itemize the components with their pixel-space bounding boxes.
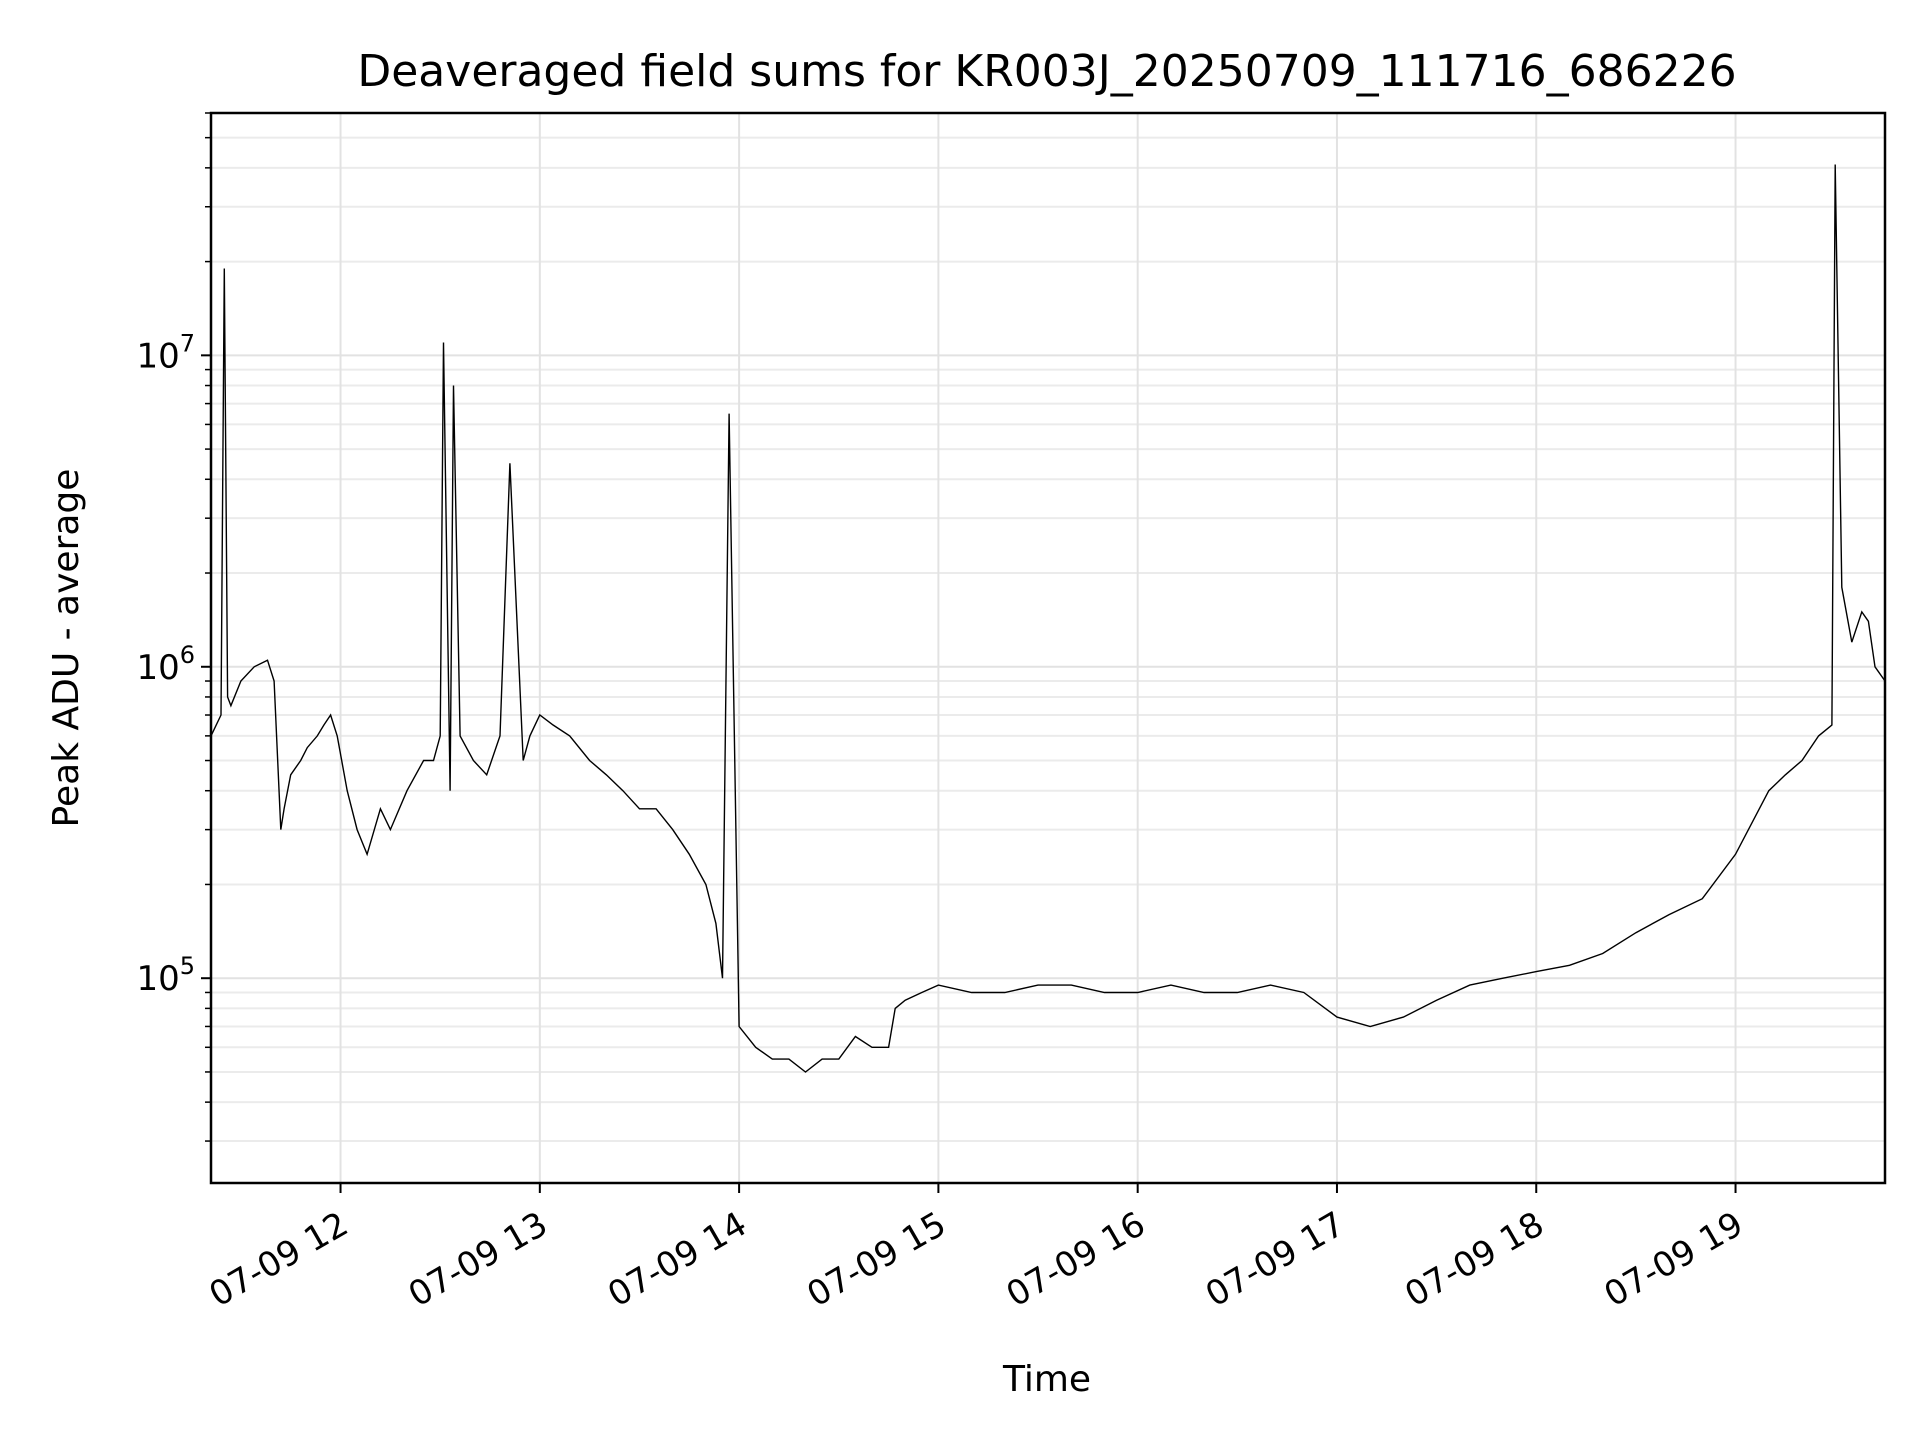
- y-tick-label-exponent: 6: [180, 641, 195, 669]
- y-tick-label-base: 10: [136, 959, 179, 999]
- y-tick-label: 106: [136, 641, 195, 688]
- x-axis-label: Time: [1002, 1359, 1091, 1400]
- grid-lines: [211, 112, 1885, 1183]
- y-tick-label: 105: [136, 952, 195, 999]
- y-tick-label: 107: [136, 329, 195, 376]
- series-line: [210, 164, 1886, 1073]
- chart-title: Deaveraged field sums for KR003J_2025070…: [357, 46, 1736, 97]
- y-tick-label-exponent: 7: [180, 329, 195, 357]
- y-tick-label-exponent: 5: [180, 952, 195, 980]
- y-tick-label-base: 10: [136, 336, 179, 376]
- y-axis-label: Peak ADU - average: [46, 469, 87, 828]
- plot-area: [210, 164, 1886, 1073]
- y-tick-label-base: 10: [136, 648, 179, 688]
- plot-frame: [209, 111, 1887, 1185]
